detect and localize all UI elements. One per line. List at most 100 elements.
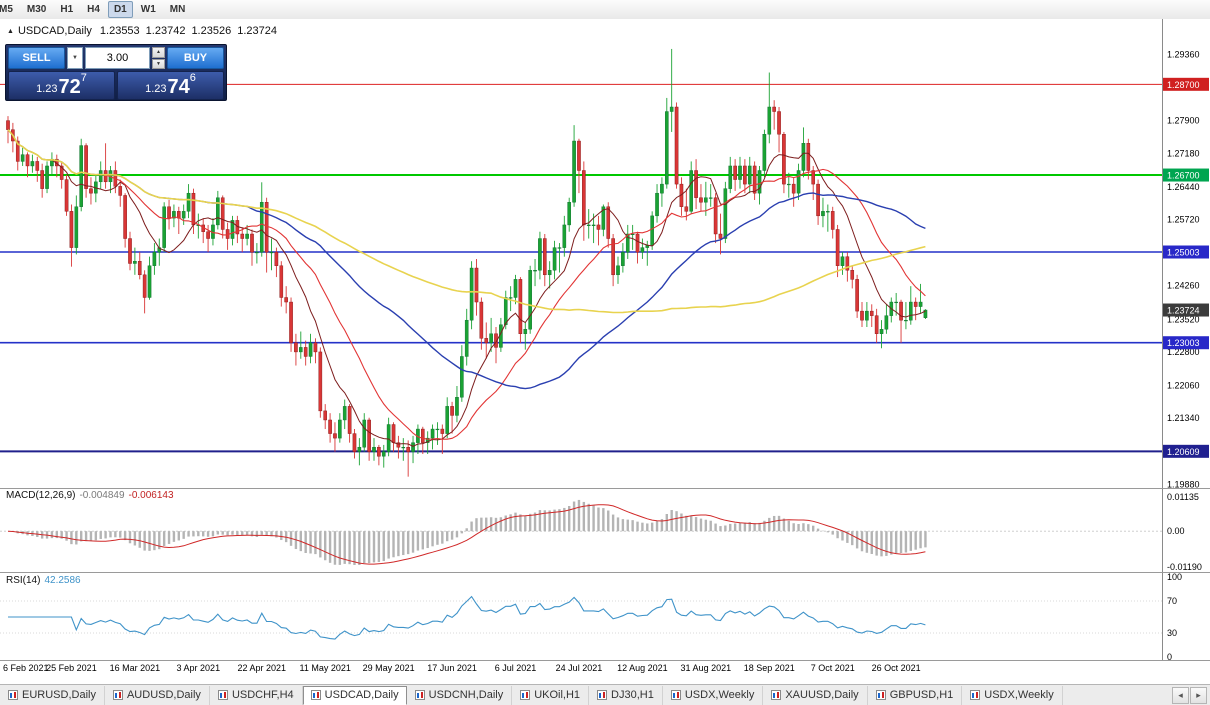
price-badge [1163,303,1209,317]
chart-tab-GBPUSD,H1[interactable]: GBPUSD,H1 [868,685,963,705]
chart-tab-icon [771,690,782,700]
ma-line-21 [7,129,926,440]
svg-text:22 Apr 2021: 22 Apr 2021 [237,663,286,673]
timeframe-button-group: M5 M30 H1 H4 D1 W1 MN [0,1,191,18]
chart-tab-DJ30,H1[interactable]: DJ30,H1 [589,685,663,705]
price-badge [1163,444,1209,458]
svg-text:18 Sep 2021: 18 Sep 2021 [744,663,795,673]
macd-signal-value: -0.006143 [128,490,174,501]
ohlc-high: 1.23742 [145,25,186,37]
macd-indicator-label: MACD(12,26,9) -0.004849 -0.006143 [6,490,174,501]
chart-tab-label: AUDUSD,Daily [126,689,201,701]
moving-averages [7,129,926,447]
chart-tab-AUDUSD,Daily[interactable]: AUDUSD,Daily [105,685,210,705]
price-scale[interactable]: 1.29360 1.27900 1.27180 1.26440 1.25720 1.242… [1163,49,1209,489]
ohlc-low: 1.23526 [191,25,232,37]
price-badge [1163,245,1209,259]
svg-text:1.23724: 1.23724 [1167,306,1200,316]
timeframe-button-H4[interactable]: H4 [87,4,100,15]
buy-price-sup: 6 [189,72,196,84]
svg-text:25 Feb 2021: 25 Feb 2021 [46,663,97,673]
timeframe-button-D1[interactable]: D1 [107,1,133,18]
timeframe-button-W1[interactable]: W1 [140,4,156,15]
volume-dropdown-icon[interactable]: ▼ [67,47,83,69]
svg-text:0.01135: 0.01135 [1167,492,1199,502]
macd-value: -0.004849 [79,490,125,501]
volume-input[interactable]: 3.00 [85,47,150,69]
timeframe-button-M30[interactable]: M30 [26,4,47,15]
svg-text:70: 70 [1167,596,1177,606]
sell-button[interactable]: SELL [8,47,65,69]
chart-tab-UKOil,H1[interactable]: UKOil,H1 [512,685,590,705]
buy-price-big: 74 [167,76,190,98]
sell-price-prefix: 1.23 [36,83,58,95]
timeframe-button-H1[interactable]: H1 [60,4,74,15]
chart-tab-XAUUSD,Daily[interactable]: XAUUSD,Daily [763,685,868,705]
chart-tab-label: USDCAD,Daily [324,689,399,701]
svg-text:3 Apr 2021: 3 Apr 2021 [177,663,221,673]
svg-text:1.27180: 1.27180 [1167,148,1200,158]
svg-text:12 Aug 2021: 12 Aug 2021 [617,663,668,673]
chart-tab-icon [217,690,228,700]
svg-text:1.21340: 1.21340 [1167,413,1200,423]
buy-price-display[interactable]: 1.23 74 6 [117,71,224,100]
svg-text:29 May 2021: 29 May 2021 [363,663,415,673]
chart-tab-USDCHF,H4[interactable]: USDCHF,H4 [210,685,303,705]
svg-text:100: 100 [1167,572,1182,582]
chart-tab-USDCNH,Daily[interactable]: USDCNH,Daily [407,685,513,705]
volume-up-button[interactable]: ▲ [152,47,165,58]
timeframe-button-M5[interactable]: M5 [0,4,13,15]
svg-text:1.24260: 1.24260 [1167,281,1200,291]
buy-button[interactable]: BUY [167,47,224,69]
svg-text:1.23003: 1.23003 [1167,338,1200,348]
ohlc-close: 1.23724 [237,25,277,37]
price-badge [1163,168,1209,182]
macd-pane [0,499,1162,566]
tab-scroll-right-button[interactable]: ▸ [1190,686,1207,704]
chart-tab-bar: EURUSD,Daily AUDUSD,Daily USDCHF,H4 USDC… [0,684,1210,705]
svg-text:26 Oct 2021: 26 Oct 2021 [872,663,921,673]
svg-text:30: 30 [1167,628,1177,638]
horizontal-level-lines[interactable] [0,83,1162,453]
chart-tab-USDX,Weekly[interactable]: USDX,Weekly [962,685,1063,705]
chart-tab-EURUSD,Daily[interactable]: EURUSD,Daily [0,685,105,705]
chart-tab-USDCAD,Daily[interactable]: USDCAD,Daily [302,685,407,705]
rsi-indicator-label: RSI(14) 42.2586 [6,575,81,586]
one-click-collapse-icon[interactable]: ▲ [7,28,14,35]
svg-text:7 Oct 2021: 7 Oct 2021 [811,663,855,673]
chart-tab-label: USDX,Weekly [984,689,1054,701]
buy-price-prefix: 1.23 [145,83,167,95]
chart-tab-icon [310,690,321,700]
chart-tab-USDX,Weekly[interactable]: USDX,Weekly [663,685,764,705]
tab-scroll-left-button[interactable]: ◂ [1172,686,1189,704]
sell-price-display[interactable]: 1.23 72 7 [8,71,115,100]
chart-canvas[interactable]: 1.29360 1.27900 1.27180 1.26440 1.25720 1.242… [0,19,1210,684]
svg-text:1.29360: 1.29360 [1167,49,1200,59]
timeframe-button-MN[interactable]: MN [169,4,186,15]
svg-text:1.26440: 1.26440 [1167,182,1200,192]
chart-tab-label: USDCNH,Daily [428,689,504,701]
rsi-name: RSI(14) [6,575,41,586]
svg-text:0.00: 0.00 [1167,526,1185,536]
one-click-trading-panel: SELL ▼ 3.00 ▲ ▼ BUY 1.23 72 7 1.23 74 6 [5,44,227,101]
price-badge [1163,336,1209,350]
svg-text:31 Aug 2021: 31 Aug 2021 [681,663,732,673]
svg-text:6 Feb 2021: 6 Feb 2021 [3,663,49,673]
chart-tab-icon [112,690,123,700]
chart-tab-label: GBPUSD,H1 [889,689,954,701]
chart-symbol-label: USDCAD,Daily [17,25,92,37]
timeframe-toolbar: M5 M30 H1 H4 D1 W1 MN [0,0,1210,20]
ma-line-10 [7,129,926,447]
sell-price-sup: 7 [80,72,87,84]
svg-text:1.25720: 1.25720 [1167,214,1200,224]
svg-text:1.23520: 1.23520 [1167,314,1200,324]
volume-down-button[interactable]: ▼ [152,58,165,69]
sell-price-big: 72 [58,76,81,98]
svg-text:1.22800: 1.22800 [1167,347,1200,357]
chart-tab-icon [414,690,425,700]
chart-ohlc-header: ▲ USDCAD,Daily 1.23553 1.23742 1.23526 1.2372… [7,25,283,37]
svg-text:1.26700: 1.26700 [1167,171,1200,181]
chart-tab-label: DJ30,H1 [611,689,654,701]
chart-tab-icon [597,690,608,700]
